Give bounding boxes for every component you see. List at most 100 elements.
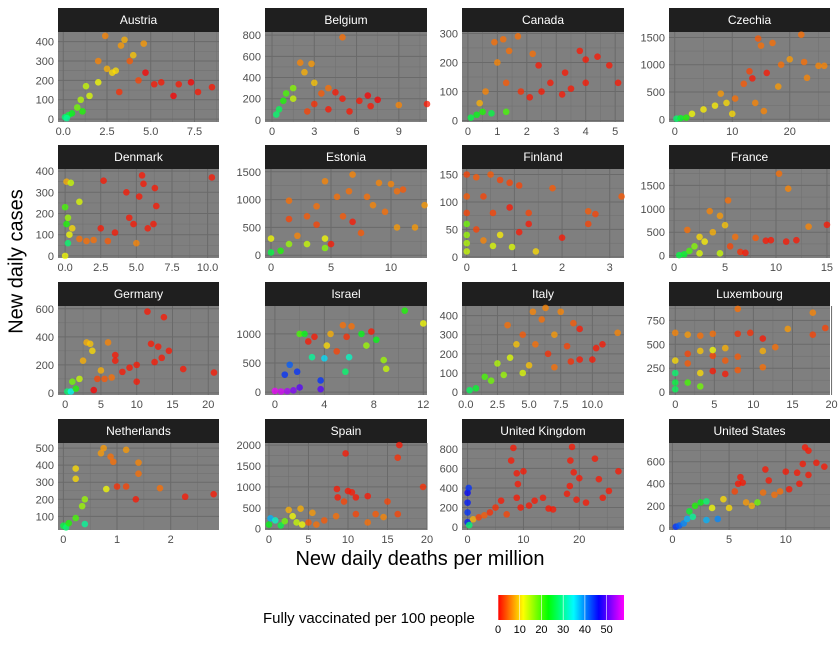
data-point bbox=[514, 33, 522, 40]
data-point bbox=[475, 513, 483, 521]
data-point bbox=[298, 521, 306, 528]
x-tick-label: 15 bbox=[821, 262, 833, 274]
data-point bbox=[526, 94, 534, 101]
data-point bbox=[529, 50, 536, 58]
data-point bbox=[525, 209, 533, 217]
data-point bbox=[686, 247, 693, 255]
data-point bbox=[77, 96, 85, 104]
data-point bbox=[726, 242, 734, 250]
data-point bbox=[720, 495, 727, 503]
data-point bbox=[339, 95, 346, 103]
data-point bbox=[479, 108, 486, 116]
y-tick-label: 600 bbox=[36, 304, 54, 316]
data-point bbox=[725, 504, 733, 512]
data-point bbox=[671, 385, 679, 393]
data-point bbox=[502, 108, 510, 116]
data-point bbox=[133, 361, 141, 369]
data-point bbox=[480, 237, 487, 244]
x-tick-label: 0 bbox=[268, 262, 274, 274]
data-point bbox=[782, 468, 790, 475]
facet-title: United Kingdom bbox=[500, 424, 585, 438]
data-point bbox=[321, 355, 328, 362]
data-point bbox=[506, 354, 514, 361]
data-point bbox=[762, 466, 769, 473]
data-point bbox=[356, 97, 363, 105]
y-tick-label: 0 bbox=[452, 252, 458, 264]
legend-tick-label: 30 bbox=[557, 624, 569, 636]
data-point bbox=[317, 385, 324, 393]
data-point bbox=[135, 470, 142, 478]
data-point bbox=[697, 499, 705, 506]
data-point bbox=[384, 498, 391, 505]
y-tick-label: 200 bbox=[440, 349, 458, 361]
data-point bbox=[282, 90, 290, 97]
data-point bbox=[751, 99, 759, 107]
y-tick-label: 500 bbox=[243, 222, 261, 234]
y-tick-label: 200 bbox=[440, 57, 458, 69]
data-point bbox=[313, 202, 320, 210]
x-tick-label: 10 bbox=[342, 534, 354, 546]
data-point bbox=[76, 235, 83, 243]
y-tick-label: 100 bbox=[440, 197, 458, 209]
y-tick-label: 0 bbox=[48, 114, 54, 126]
data-point bbox=[508, 243, 516, 251]
data-point bbox=[716, 250, 724, 257]
data-point bbox=[489, 209, 497, 217]
data-point bbox=[684, 379, 692, 386]
y-tick-label: 400 bbox=[36, 166, 54, 178]
data-point bbox=[67, 388, 75, 395]
data-point bbox=[154, 343, 162, 350]
data-point bbox=[734, 330, 742, 338]
data-point bbox=[297, 505, 304, 512]
data-point bbox=[286, 361, 294, 369]
data-point bbox=[311, 100, 318, 108]
facet-title: Belgium bbox=[324, 13, 367, 27]
data-point bbox=[709, 228, 717, 236]
x-tick-label: 8 bbox=[371, 399, 377, 411]
data-point bbox=[535, 62, 542, 69]
data-point bbox=[777, 61, 785, 69]
data-point bbox=[119, 368, 126, 376]
data-point bbox=[318, 90, 325, 97]
facet-strip bbox=[58, 419, 219, 443]
facet-title: Spain bbox=[331, 424, 362, 438]
data-point bbox=[381, 208, 389, 216]
y-tick-label: 0 bbox=[659, 114, 665, 126]
data-point bbox=[308, 353, 316, 361]
data-point bbox=[510, 444, 517, 452]
data-point bbox=[368, 328, 375, 335]
data-point bbox=[348, 489, 356, 496]
x-tick-label: 7.5 bbox=[187, 126, 202, 138]
data-point bbox=[135, 459, 142, 466]
facet-title: Netherlands bbox=[106, 424, 171, 438]
x-tick-label: 0 bbox=[272, 399, 278, 411]
x-tick-label: 20 bbox=[825, 399, 837, 411]
x-tick-label: 0.0 bbox=[458, 399, 473, 411]
data-point bbox=[94, 79, 102, 86]
data-point bbox=[419, 483, 427, 491]
data-point bbox=[277, 247, 284, 255]
data-point bbox=[396, 441, 403, 449]
y-tick-label: 2000 bbox=[237, 440, 261, 452]
data-point bbox=[759, 489, 767, 496]
data-point bbox=[289, 95, 297, 103]
data-point bbox=[487, 171, 494, 178]
facet-strip bbox=[669, 419, 830, 443]
data-point bbox=[599, 494, 607, 502]
data-point bbox=[605, 487, 613, 495]
x-tick-label: 0 bbox=[669, 534, 675, 546]
data-point bbox=[717, 90, 725, 97]
facet-strip bbox=[265, 8, 427, 32]
data-point bbox=[573, 496, 580, 503]
data-point bbox=[364, 519, 372, 526]
y-tick-label: 750 bbox=[647, 315, 665, 327]
data-point bbox=[321, 235, 329, 242]
data-point bbox=[823, 221, 831, 229]
data-point bbox=[614, 79, 622, 87]
panel-belgium: Belgium 0 3 6 9 0 200 400 600 800 bbox=[243, 8, 431, 138]
data-point bbox=[592, 344, 600, 352]
data-point bbox=[503, 511, 510, 518]
data-point bbox=[525, 362, 533, 369]
x-tick-label: 1 bbox=[114, 534, 120, 546]
